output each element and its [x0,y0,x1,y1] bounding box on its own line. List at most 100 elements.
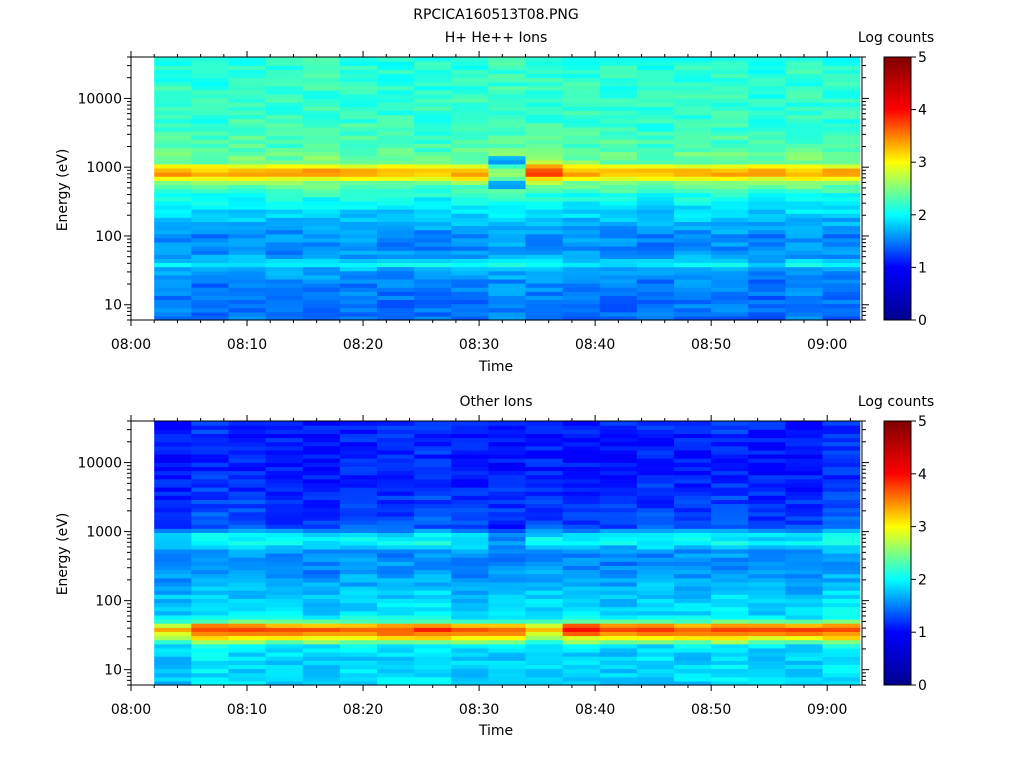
heatmap-cell [562,643,601,649]
heatmap-cell [265,421,304,426]
heatmap-cell [674,246,712,251]
heatmap-cell [711,590,749,595]
heatmap-cell [674,254,712,259]
heatmap-cell [636,159,675,165]
heatmap-cell [228,188,267,194]
heatmap-cell [191,233,230,239]
heatmap-cell [822,458,861,463]
heatmap-cell [154,311,192,317]
heatmap-cell [451,274,489,280]
heatmap-cell [302,631,341,637]
heatmap-cell [748,159,787,165]
heatmap-cell [451,237,489,243]
heatmap-cell [228,196,267,202]
heatmap-cell [265,299,304,305]
heatmap-cell [191,623,230,628]
heatmap-cell [562,192,601,198]
heatmap-cell [154,221,192,227]
heatmap-cell [599,569,638,575]
heatmap-cell [785,515,824,521]
heatmap-cell [451,602,489,608]
heatmap-cell [674,196,712,202]
heatmap-cell [339,474,378,480]
heatmap-cell [525,295,564,301]
heatmap-cell [154,262,192,268]
heatmap-cell [414,196,452,202]
heatmap-cell [154,478,192,484]
heatmap-cell [674,81,712,87]
heatmap-cell [748,172,787,177]
heatmap-cell [748,291,787,296]
heatmap-cell [302,139,341,144]
heatmap-cell [785,213,824,218]
heatmap-cell [414,106,452,112]
heatmap-cell [228,499,267,505]
heatmap-cell [265,303,304,309]
heatmap-cell [488,303,527,309]
heatmap-cell [339,581,378,587]
heatmap-cell [785,151,824,157]
heatmap-cell [265,454,304,459]
heatmap-cell [339,122,378,128]
heatmap-cell [674,69,712,75]
heatmap-cell [636,139,675,144]
heatmap-cell [562,118,601,124]
heatmap-cell [674,241,712,247]
heatmap-cell [822,135,861,140]
heatmap-cell [339,69,378,75]
heatmap-cell [674,680,712,686]
heatmap-cell [228,311,267,317]
heatmap-cell [674,672,712,678]
heatmap-cell [451,553,489,558]
heatmap-cell [265,639,304,645]
heatmap-cell [822,57,861,62]
heatmap-cell [785,287,824,292]
heatmap-cell [339,454,378,459]
heatmap-cell [154,433,192,439]
heatmap-cell [228,81,267,87]
heatmap-cell [636,315,675,321]
heatmap-cell [488,565,527,571]
heatmap-cell [414,85,452,91]
heatmap-cell [265,246,304,251]
heatmap-cell [451,118,489,124]
heatmap-cell [451,89,489,95]
heatmap-cell [711,130,749,136]
heatmap-cell [339,660,378,665]
heatmap-cell [822,656,861,661]
heatmap-cell [488,614,527,620]
heatmap-cell [562,437,601,443]
heatmap-cell [488,664,527,670]
heatmap-cell [191,315,230,321]
heatmap-cell [636,660,675,665]
heatmap-cell [451,606,489,612]
heatmap-cell [562,614,601,620]
heatmap-cell [265,143,304,149]
heatmap-cell [599,449,638,455]
heatmap-cell [562,503,601,509]
heatmap-cell [154,155,192,161]
heatmap-cell [451,73,489,79]
heatmap-cell [191,548,230,554]
heatmap-cell [711,65,749,70]
heatmap-cell [674,524,712,529]
heatmap-cell [748,660,787,665]
heatmap-cell [562,511,601,517]
heatmap-cell [525,188,564,194]
heatmap-cell [748,495,787,500]
heatmap-cell [711,258,749,264]
heatmap-cell [376,606,415,612]
heatmap-cell [414,565,452,571]
heatmap-cell [154,172,192,177]
heatmap-cell [154,565,192,571]
x-tick-label: 08:30 [459,702,499,718]
heatmap-cell [488,511,527,517]
heatmap-cell [785,610,824,616]
heatmap-cell [748,433,787,439]
heatmap-cell [191,429,230,434]
heatmap-cell [154,458,192,463]
heatmap-cell [599,209,638,214]
heatmap-cell [562,143,601,149]
heatmap-cell [339,241,378,247]
heatmap-cell [525,652,564,657]
